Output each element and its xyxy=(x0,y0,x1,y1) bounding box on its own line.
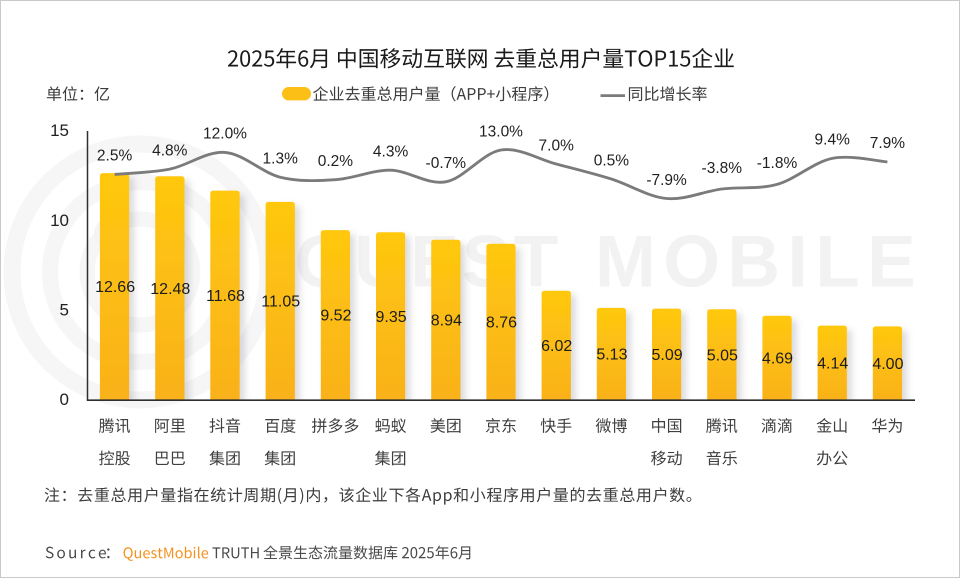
svg-text:5.09: 5.09 xyxy=(652,347,683,364)
svg-text:1.3%: 1.3% xyxy=(263,151,299,168)
svg-text:9.4%: 9.4% xyxy=(815,132,851,149)
svg-text:8.76: 8.76 xyxy=(486,315,517,332)
svg-text:10: 10 xyxy=(50,211,69,230)
svg-text:5.13: 5.13 xyxy=(596,347,627,364)
svg-text:5: 5 xyxy=(60,301,69,320)
svg-text:-0.7%: -0.7% xyxy=(426,155,467,172)
svg-text:8.94: 8.94 xyxy=(431,313,462,330)
svg-text:15: 15 xyxy=(50,121,69,140)
svg-text:9.35: 9.35 xyxy=(376,309,407,326)
svg-text:5.05: 5.05 xyxy=(707,347,738,364)
svg-text:11.68: 11.68 xyxy=(206,288,245,305)
svg-text:9.52: 9.52 xyxy=(320,308,351,325)
svg-text:4.69: 4.69 xyxy=(762,351,793,368)
svg-text:6.02: 6.02 xyxy=(541,338,572,355)
svg-text:4.14: 4.14 xyxy=(817,355,848,372)
svg-text:7.9%: 7.9% xyxy=(870,135,906,152)
svg-text:2.5%: 2.5% xyxy=(97,148,133,165)
svg-text:11.05: 11.05 xyxy=(261,294,300,311)
svg-text:4.3%: 4.3% xyxy=(373,144,409,161)
svg-text:13.0%: 13.0% xyxy=(479,123,523,140)
svg-text:0: 0 xyxy=(60,390,69,409)
svg-text:12.66: 12.66 xyxy=(95,279,135,296)
svg-text:12.0%: 12.0% xyxy=(203,126,247,143)
svg-text:MOBILE: MOBILE xyxy=(595,222,923,303)
svg-text:7.0%: 7.0% xyxy=(539,137,575,154)
svg-text:-7.9%: -7.9% xyxy=(646,172,687,189)
svg-text:4.8%: 4.8% xyxy=(152,142,188,159)
svg-text:4.00: 4.00 xyxy=(872,356,903,373)
svg-text:12.48: 12.48 xyxy=(150,281,190,298)
svg-text:-3.8%: -3.8% xyxy=(702,160,743,177)
svg-text:0.2%: 0.2% xyxy=(318,153,354,170)
svg-text:0.5%: 0.5% xyxy=(594,152,630,169)
svg-text:-1.8%: -1.8% xyxy=(757,155,798,172)
